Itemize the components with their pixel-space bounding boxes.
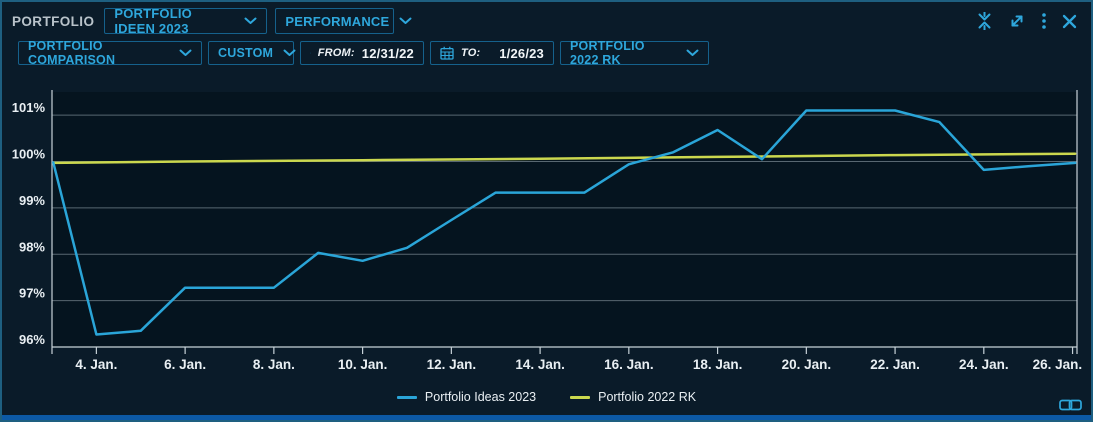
y-axis-label: 98% xyxy=(19,239,45,254)
series-line xyxy=(52,152,1077,165)
x-axis-label: 26. Jan. xyxy=(1033,357,1083,372)
date-to-label: TO: xyxy=(461,47,481,59)
window-header: PORTFOLIO PORTFOLIO IDEEN 2023 PERFORMAN… xyxy=(2,2,1091,38)
expand-icon[interactable] xyxy=(1008,12,1026,30)
collapse-vertical-icon[interactable] xyxy=(976,12,993,30)
x-axis-label: 18. Jan. xyxy=(693,357,743,372)
plot-area xyxy=(52,92,1077,347)
y-axis-label: 96% xyxy=(19,332,45,347)
x-axis-label: 16. Jan. xyxy=(604,357,654,372)
date-from-value: 12/31/22 xyxy=(361,45,414,61)
x-axis-label: 12. Jan. xyxy=(427,357,477,372)
legend-item[interactable]: Portfolio Ideas 2023 xyxy=(396,390,537,404)
window-bottom-accent-bar xyxy=(2,415,1091,420)
x-axis-label: 10. Jan. xyxy=(338,357,388,372)
chevron-down-icon xyxy=(283,49,296,56)
portfolio-select-dropdown[interactable]: PORTFOLIO IDEEN 2023 xyxy=(104,6,268,36)
benchmark-dropdown[interactable]: PORTFOLIO 2022 RK xyxy=(560,39,709,67)
chevron-down-icon xyxy=(244,17,257,24)
close-icon[interactable] xyxy=(1062,14,1077,29)
x-axis-label: 14. Jan. xyxy=(515,357,565,372)
portfolio-select-label: PORTFOLIO IDEEN 2023 xyxy=(114,6,192,36)
window-controls xyxy=(976,12,1081,30)
date-to-value: 1/26/23 xyxy=(499,45,544,61)
range-preset-dropdown[interactable]: CUSTOM xyxy=(208,41,296,65)
link-icon[interactable] xyxy=(1059,398,1082,412)
date-from-field[interactable]: FROM: 12/31/22 xyxy=(300,41,424,65)
legend-item[interactable]: Portfolio 2022 RK xyxy=(570,390,696,404)
x-axis-label: 8. Jan. xyxy=(253,357,295,372)
date-to-field[interactable]: TO: 1/26/23 xyxy=(430,41,554,65)
date-from-label: FROM: xyxy=(317,47,355,59)
comparison-mode-dropdown[interactable]: PORTFOLIO COMPARISON xyxy=(18,39,202,67)
chevron-down-icon xyxy=(179,49,192,56)
chevron-down-icon xyxy=(399,17,412,24)
x-axis-label: 4. Jan. xyxy=(75,357,117,372)
chevron-down-icon xyxy=(686,49,699,56)
chart-legend: Portfolio Ideas 2023 Portfolio 2022 RK xyxy=(2,390,1091,404)
view-mode-dropdown[interactable]: PERFORMANCE xyxy=(275,8,412,34)
view-mode-label: PERFORMANCE xyxy=(285,13,390,29)
legend-label: Portfolio Ideas 2023 xyxy=(424,390,537,404)
calendar-icon xyxy=(310,52,311,54)
range-preset-label: CUSTOM xyxy=(218,46,274,60)
series-line xyxy=(52,109,1077,336)
x-axis-label: 24. Jan. xyxy=(959,357,1009,372)
legend-label: Portfolio 2022 RK xyxy=(598,390,697,404)
y-axis-label: 100% xyxy=(12,147,46,162)
y-axis-label: 99% xyxy=(19,193,45,208)
x-axis-label: 22. Jan. xyxy=(870,357,920,372)
y-axis-label: 101% xyxy=(12,100,46,115)
legend-color-dash xyxy=(396,395,417,399)
window-title: PORTFOLIO xyxy=(12,13,95,29)
calendar-icon xyxy=(440,46,454,60)
comparison-mode-label: PORTFOLIO COMPARISON xyxy=(28,39,116,67)
chart-toolbar: PORTFOLIO COMPARISON CUSTOM FROM: 12/31/… xyxy=(2,38,1091,67)
kebab-menu-icon[interactable] xyxy=(1041,12,1047,30)
benchmark-label: PORTFOLIO 2022 RK xyxy=(570,39,645,67)
legend-color-dash xyxy=(570,395,591,399)
x-axis-label: 20. Jan. xyxy=(782,357,832,372)
performance-line-chart: 96% 97% 98% 99% 100% 101% 4. Jan. 6. Jan. 8. Jan… xyxy=(12,90,1083,372)
y-axis-label: 97% xyxy=(19,286,45,301)
x-axis-label: 6. Jan. xyxy=(164,357,206,372)
